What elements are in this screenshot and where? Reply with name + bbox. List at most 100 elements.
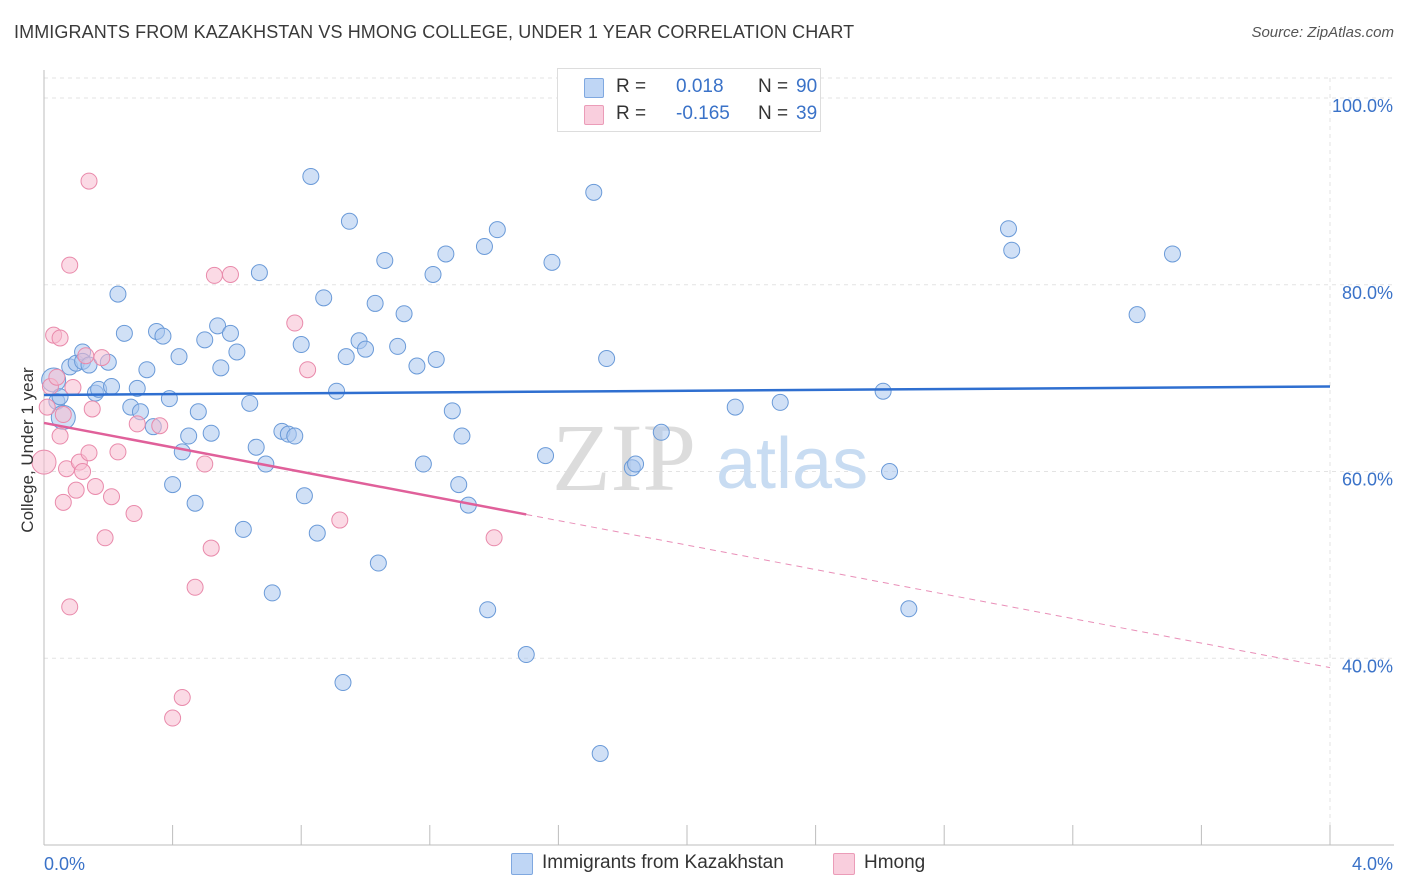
kazakhstan-point — [202, 424, 220, 442]
kazakhstan-point — [1163, 245, 1181, 263]
hmong-point — [54, 406, 72, 424]
kazakhstan-point — [881, 463, 899, 481]
hmong-point — [51, 329, 69, 347]
kazakhstan-point — [627, 455, 645, 473]
axes-layer — [43, 70, 1394, 846]
hmong-point — [103, 488, 121, 506]
hmong-point — [61, 598, 79, 616]
y-tick-label: 60.0% — [1342, 470, 1393, 490]
hmong-point — [205, 266, 223, 284]
hmong-point — [54, 493, 72, 511]
kazakhstan-point — [376, 251, 394, 269]
kazakhstan-point — [652, 423, 670, 441]
hmong-point — [61, 256, 79, 274]
kazakhstan-point — [1128, 306, 1146, 324]
hmong-point — [128, 415, 146, 433]
hmong-point — [164, 709, 182, 727]
trendlines-layer — [43, 385, 1331, 669]
source-credit: Source: ZipAtlas.com — [1251, 24, 1394, 41]
y-tick-label: 100.0% — [1332, 96, 1393, 116]
kazakhstan-point — [308, 524, 326, 542]
kazakhstan-point — [1003, 241, 1021, 259]
hmong-point — [331, 511, 349, 529]
hmong-trendline-dashed — [526, 513, 1331, 669]
kazakhstan-point — [517, 646, 535, 664]
hmong-point — [125, 505, 143, 523]
kazakhstan-point — [209, 317, 227, 335]
kazakhstan-point — [115, 324, 133, 342]
kazakhstan-point — [302, 167, 320, 185]
kazakhstan-point — [408, 357, 426, 375]
kazakhstan-point — [585, 183, 603, 201]
legend-swatch-hmong — [584, 105, 604, 125]
kazakhstan-point — [874, 382, 892, 400]
hmong-point — [186, 578, 204, 596]
kazakhstan-point — [437, 245, 455, 263]
kazakhstan-point — [771, 393, 789, 411]
tick-labels-layer: 100.0% 80.0% 60.0% 40.0% 0.0% 4.0% — [44, 96, 1393, 874]
kazakhstan-point — [286, 427, 304, 445]
kazakhstan-point — [357, 340, 374, 358]
hmong-point — [80, 172, 98, 190]
hmong-point — [67, 481, 85, 499]
hmong-point — [86, 477, 104, 495]
kazakhstan-point — [103, 378, 121, 396]
kazakhstan-point — [598, 350, 616, 368]
kazakhstan-point — [443, 402, 461, 420]
legend-n-label: N = — [758, 103, 789, 124]
hmong-point — [93, 349, 111, 367]
kazakhstan-point — [154, 327, 172, 345]
legend-swatch-kazakhstan — [584, 78, 604, 98]
y-axis-label-wrap: College, Under 1 year — [8, 200, 48, 700]
x-tick-label: 0.0% — [44, 854, 85, 874]
hmong-point — [38, 398, 56, 416]
kazakhstan-point — [228, 343, 246, 361]
kazakhstan-point — [241, 394, 259, 412]
kazakhstan-point — [475, 237, 493, 255]
y-axis-label: College, Under 1 year — [18, 367, 37, 533]
hmong-point — [286, 314, 304, 332]
kazakhstan-trendline — [43, 385, 1331, 397]
kazakhstan-point — [543, 253, 561, 271]
bottom-legend-label-kazakhstan: Immigrants from Kazakhstan — [542, 852, 784, 873]
legend-n-value: 90 — [796, 76, 818, 97]
kazakhstan-point — [366, 294, 384, 312]
legend-r-value: -0.165 — [676, 103, 730, 124]
kazakhstan-point — [726, 398, 744, 416]
hmong-point — [202, 539, 220, 557]
legend-n-label: N = — [758, 76, 789, 97]
kazakhstan-point — [189, 403, 207, 421]
kazakhstan-point — [247, 438, 265, 456]
legend-n-value: 39 — [796, 103, 818, 124]
kazakhstan-point — [340, 212, 358, 230]
legend-r-label: R = — [616, 76, 647, 97]
kazakhstan-point — [292, 336, 310, 354]
kazakhstan-point — [479, 601, 497, 619]
hmong-point — [80, 444, 98, 462]
kazakhstan-point — [328, 382, 346, 400]
kazakhstan-point — [591, 744, 609, 762]
kazakhstan-point — [196, 331, 214, 349]
hmong-point — [96, 529, 114, 547]
kazakhstan-point — [234, 520, 252, 538]
y-tick-label: 40.0% — [1342, 656, 1393, 676]
bottom-legend-swatch-kazakhstan — [511, 853, 533, 875]
kazakhstan-point — [164, 476, 182, 494]
kazakhstan-point — [173, 443, 191, 461]
kazakhstan-point — [334, 674, 352, 692]
legend-r-value: 0.018 — [676, 76, 724, 97]
kazakhstan-point — [221, 324, 239, 342]
kazakhstan-point — [395, 305, 413, 323]
kazakhstan-point — [138, 361, 156, 379]
kazakhstan-point — [453, 427, 471, 445]
kazakhstan-point — [263, 584, 281, 602]
hmong-point — [196, 455, 214, 473]
points-layer — [31, 167, 1181, 762]
kazakhstan-point — [250, 264, 268, 282]
kazakhstan-point — [212, 359, 230, 377]
hmong-point — [83, 400, 101, 418]
kazakhstan-point — [427, 350, 445, 368]
hmong-point — [64, 378, 82, 396]
hmong-trendline-solid — [43, 421, 527, 516]
